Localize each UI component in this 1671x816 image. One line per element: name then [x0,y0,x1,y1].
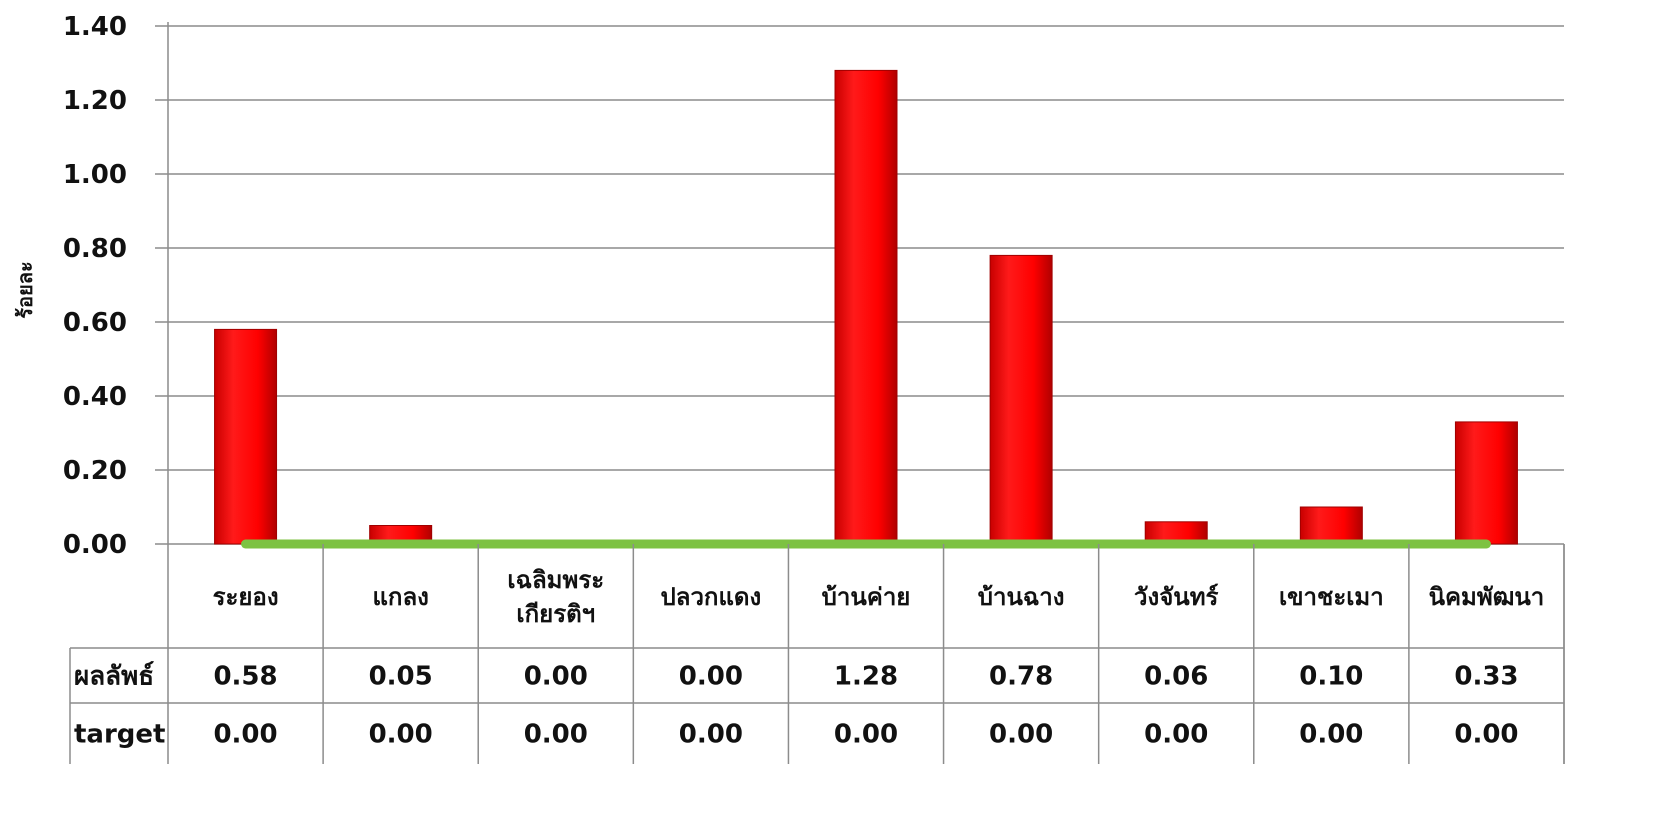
y-tick-label: 0.80 [63,234,127,264]
table-value: 1.28 [834,662,898,692]
category-label: นิคมพัฒนา [1429,583,1545,611]
y-tick-label: 0.60 [63,308,127,338]
category-label: วังจันทร์ [1134,583,1218,611]
table-value: 0.00 [524,662,588,692]
table-value: 0.00 [213,720,277,750]
table-value: 0.00 [989,720,1053,750]
table-value: 0.00 [369,720,433,750]
table-value: 0.00 [1144,720,1208,750]
y-tick-label: 1.00 [63,160,127,190]
table-row-header: ผลลัพธ์ [74,661,154,692]
category-label: ระยอง [213,583,279,611]
category-label: เกียรติฯ [516,600,595,628]
table-value: 0.05 [369,662,433,692]
y-axis-ticks: 0.00 0.20 0.40 0.60 0.80 1.00 1.20 1.40 [63,12,127,560]
table-value: 0.06 [1144,662,1208,692]
category-label: เขาชะเมา [1279,583,1384,611]
y-tick-label: 1.20 [63,86,127,116]
bar [989,254,1053,545]
y-tick-label: 1.40 [63,12,127,42]
y-tick-label: 0.40 [63,382,127,412]
table-value: 0.00 [524,720,588,750]
table-value: 0.58 [213,662,277,692]
table-value: 0.78 [989,662,1053,692]
y-axis-label: ร้อยละ [13,261,37,318]
bars [214,69,1518,545]
table-value: 0.00 [1299,720,1363,750]
bar [1454,421,1518,545]
category-label: บ้านฉาง [978,583,1065,611]
category-label: เฉลิมพระ [507,566,604,594]
table-value: 0.10 [1299,662,1363,692]
table-value: 0.00 [1454,720,1518,750]
y-tick-label: 0.00 [63,530,127,560]
category-label: ปลวกแดง [661,583,762,611]
table-value: 0.33 [1454,662,1518,692]
table-value: 0.00 [679,662,743,692]
bar [1299,506,1363,545]
table-row-header: target [74,720,165,750]
category-label: แกลง [372,583,428,611]
bar [834,69,898,545]
y-tick-label: 0.20 [63,456,127,486]
category-label: บ้านค่าย [822,583,911,611]
bar [214,328,278,545]
table-value: 0.00 [679,720,743,750]
table-value: 0.00 [834,720,898,750]
